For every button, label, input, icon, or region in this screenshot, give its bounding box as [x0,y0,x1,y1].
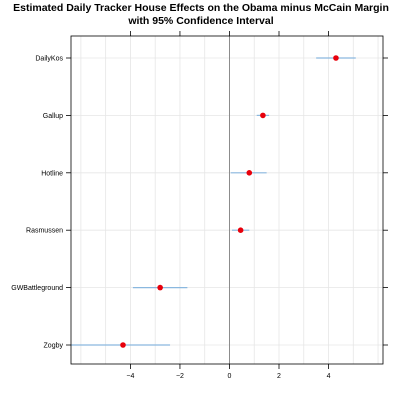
y-tick-label: DailyKos [35,56,63,63]
x-tick-label: 2 [277,373,281,380]
y-tick-label: Rasmussen [26,228,63,235]
plot-border [70,35,384,365]
chart-subtitle: with 95% Confidence Interval [127,15,273,27]
estimate-point [246,170,253,176]
x-tick-label: 4 [327,373,331,380]
y-tick-label: Zogby [44,343,64,350]
x-tick-label: 0 [228,373,232,380]
x-tick-label: −2 [176,373,184,380]
plot-area: DailyKos Gallup Hotline Rasmussen GWBattlegr… [11,31,388,380]
estimate-point [260,112,266,119]
y-tick-label: Hotline [41,170,63,177]
chart-title: Estimated Daily Tracker House Effects on… [13,2,389,14]
estimate-point [120,342,126,348]
y-tick-label: Gallup [43,113,63,120]
estimate-point [157,284,163,291]
estimate-point [333,55,339,61]
estimate-point [237,227,244,233]
y-tick-label: GWBattleground [11,285,63,292]
x-tick-label: −4 [126,373,134,380]
